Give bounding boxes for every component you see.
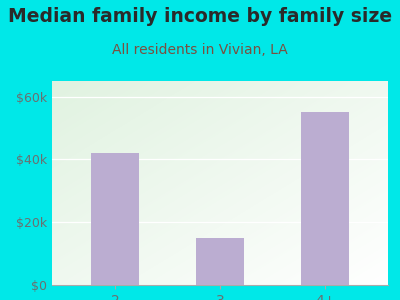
Text: Median family income by family size: Median family income by family size <box>8 8 392 26</box>
Bar <box>301 112 349 285</box>
Bar <box>196 238 244 285</box>
Text: All residents in Vivian, LA: All residents in Vivian, LA <box>112 44 288 58</box>
Bar <box>91 153 139 285</box>
